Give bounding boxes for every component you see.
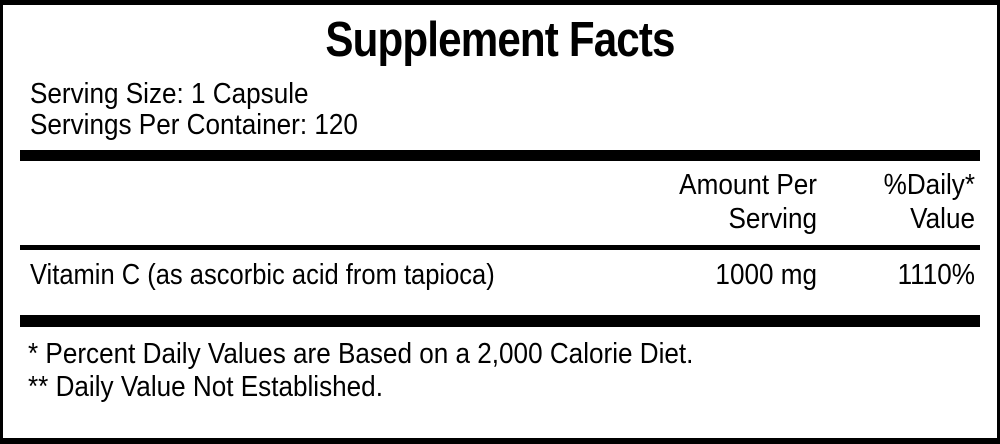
header-rule [20, 245, 980, 250]
amount-per-serving-header: Amount Per Serving [637, 168, 817, 236]
column-headers: Amount Per Serving %Daily* Value [20, 168, 980, 245]
nutrient-name-cell: Vitamin C (as ascorbic acid from tapioca… [20, 259, 637, 291]
dv-header-line1: %Daily* [883, 169, 975, 201]
nutrient-daily-value: 1110% [897, 259, 975, 291]
separator-bar-bottom [20, 315, 980, 327]
nutrient-name: Vitamin C (as ascorbic acid from tapioca… [30, 259, 495, 291]
separator-bar-top [20, 150, 980, 161]
amount-header-line1: Amount Per [679, 169, 817, 201]
serving-size-line: Serving Size: 1 Capsule [30, 78, 309, 110]
percent-daily-value-header: %Daily* Value [817, 168, 980, 236]
dv-header-line2: Value [910, 203, 975, 235]
footnotes: * Percent Daily Values are Based on a 2,… [28, 338, 980, 404]
footnote-not-established: ** Daily Value Not Established. [28, 371, 383, 403]
panel-title: Supplement Facts [20, 14, 980, 66]
nutrient-amount: 1000 mg [715, 259, 817, 291]
servings-per-container-line: Servings Per Container: 120 [30, 109, 358, 141]
panel-title-text: Supplement Facts [325, 13, 675, 67]
nutrient-amount-cell: 1000 mg [637, 259, 817, 291]
nutrient-row: Vitamin C (as ascorbic acid from tapioca… [20, 250, 980, 302]
footnote-daily-values: * Percent Daily Values are Based on a 2,… [28, 338, 694, 370]
nutrient-daily-value-cell: 1110% [817, 259, 980, 291]
serving-info: Serving Size: 1 Capsule Servings Per Con… [30, 79, 980, 141]
amount-header-line2: Serving [728, 203, 817, 235]
